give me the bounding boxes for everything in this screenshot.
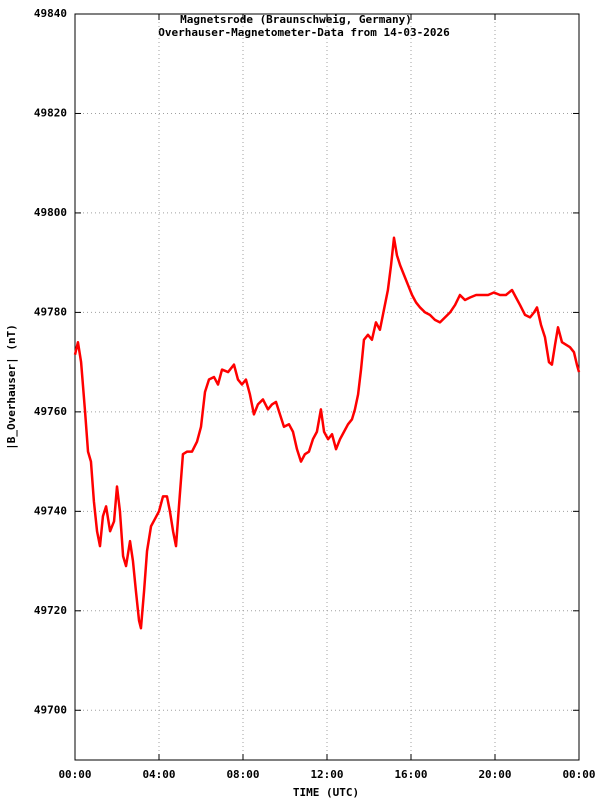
y-tick-label: 49780 [34,305,67,318]
y-tick-label: 49840 [34,7,67,20]
y-tick-label: 49760 [34,405,67,418]
x-tick-label: 04:00 [142,768,175,781]
x-tick-label: 16:00 [394,768,427,781]
x-tick-label: 00:00 [562,768,595,781]
y-axis-label: |B_Overhauser| (nT) [5,324,18,450]
y-tick-label: 49820 [34,106,67,119]
x-tick-label: 08:00 [226,768,259,781]
x-tick-label: 20:00 [478,768,511,781]
y-tick-label: 49720 [34,604,67,617]
data-line [73,236,581,630]
chart-title: Magnetsrode (Braunschweig, Germany) [180,13,412,26]
plot-frame [74,13,580,761]
y-tick-label: 49740 [34,504,67,517]
y-tick-label: 49700 [34,703,67,716]
chart-subtitle: Overhauser-Magnetometer-Data from 14-03-… [158,26,450,39]
x-tick-label: 12:00 [310,768,343,781]
y-tick-label: 49800 [34,206,67,219]
x-axis-label: TIME (UTC) [293,786,359,799]
x-tick-label: 00:00 [58,768,91,781]
